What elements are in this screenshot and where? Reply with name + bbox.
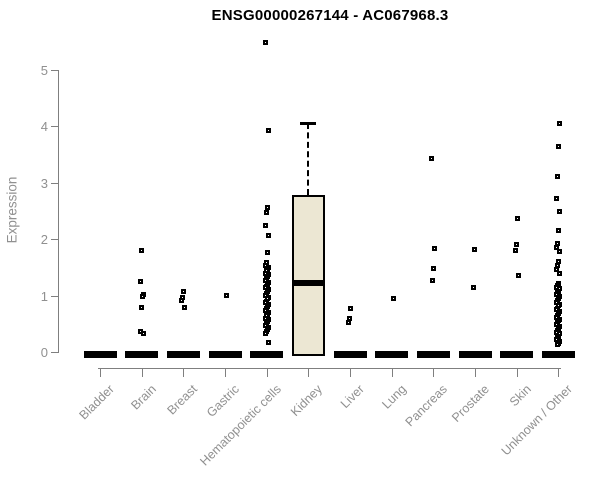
- zero-median-bar: [125, 351, 159, 358]
- outlier-point: [471, 284, 476, 290]
- outlier-point: [140, 330, 146, 336]
- y-tick: [51, 126, 58, 128]
- outlier-point: [430, 277, 436, 283]
- whisker-cap: [300, 122, 317, 125]
- y-tick: [51, 239, 58, 241]
- zero-median-bar: [458, 351, 492, 358]
- outlier-point: [554, 244, 560, 250]
- outlier-point: [182, 304, 188, 310]
- outlier-point: [512, 247, 518, 253]
- outlier-point: [557, 248, 563, 254]
- whisker-line: [307, 123, 310, 196]
- y-tick: [51, 182, 58, 184]
- y-tick-label: 4: [40, 119, 48, 135]
- zero-median-bar: [541, 351, 575, 358]
- outlier-point: [179, 297, 185, 303]
- y-tick-label: 2: [40, 232, 48, 248]
- outlier-point: [390, 295, 396, 301]
- zero-median-bar: [416, 351, 450, 358]
- outlier-point: [265, 232, 271, 238]
- outlier-point: [348, 305, 353, 311]
- y-tick-label: 0: [40, 345, 48, 360]
- outlier-point: [224, 293, 229, 299]
- y-tick-label: 3: [40, 175, 48, 191]
- outlier-point: [554, 196, 560, 202]
- outlier-point: [347, 315, 352, 321]
- outlier-point: [513, 242, 519, 248]
- x-tick: [558, 368, 560, 377]
- y-axis-line: [58, 70, 59, 353]
- outlier-point: [265, 128, 271, 134]
- x-tick: [350, 368, 351, 377]
- x-tick: [141, 368, 143, 377]
- y-tick: [51, 295, 58, 297]
- outlier-point: [262, 330, 268, 336]
- outlier-point: [139, 294, 145, 300]
- y-tick: [51, 70, 58, 71]
- x-axis-line: [98, 368, 562, 369]
- outlier-point: [346, 320, 351, 326]
- outlier-point: [555, 174, 561, 180]
- outlier-point: [138, 304, 144, 310]
- zero-median-bar: [166, 351, 200, 358]
- outlier-point: [429, 156, 435, 162]
- y-tick-label: 5: [40, 63, 48, 78]
- outlier-point: [472, 246, 477, 252]
- outlier-point: [514, 216, 520, 222]
- outlier-point: [515, 272, 521, 278]
- outlier-point: [263, 209, 269, 215]
- x-tick: [308, 368, 310, 377]
- zero-median-bar: [375, 351, 409, 358]
- outlier-point: [431, 266, 437, 272]
- zero-median-bar: [500, 351, 534, 358]
- outlier-point: [556, 144, 562, 150]
- median-line: [291, 280, 325, 287]
- y-tick-label: 1: [40, 288, 48, 304]
- outlier-point: [557, 208, 563, 214]
- outlier-point: [432, 246, 438, 252]
- box-kidney: [291, 195, 325, 356]
- x-tick: [183, 368, 185, 377]
- outlier-point: [557, 270, 563, 276]
- zero-median-bar: [333, 351, 367, 358]
- outlier-point: [557, 120, 563, 126]
- zero-median-bar: [250, 351, 284, 358]
- x-tick: [266, 368, 268, 377]
- x-tick: [225, 368, 226, 377]
- x-tick: [516, 368, 518, 377]
- x-tick: [100, 368, 101, 377]
- outlier-point: [555, 342, 561, 348]
- outlier-point: [138, 247, 144, 253]
- outlier-point: [262, 223, 268, 229]
- outlier-point: [262, 39, 268, 45]
- outlier-point: [264, 249, 270, 255]
- chart-title: ENSG00000267144 - AC067968.3: [211, 7, 449, 24]
- outlier-point: [556, 227, 562, 233]
- outlier-point: [181, 288, 187, 294]
- x-tick: [433, 368, 435, 377]
- outlier-point: [554, 266, 560, 272]
- outlier-point: [264, 204, 270, 210]
- x-tick: [391, 368, 393, 377]
- outlier-point: [265, 339, 271, 345]
- x-tick: [475, 368, 476, 377]
- zero-median-bar: [208, 351, 242, 358]
- zero-median-bar: [83, 351, 117, 358]
- y-tick: [51, 352, 58, 353]
- outlier-point: [137, 279, 143, 284]
